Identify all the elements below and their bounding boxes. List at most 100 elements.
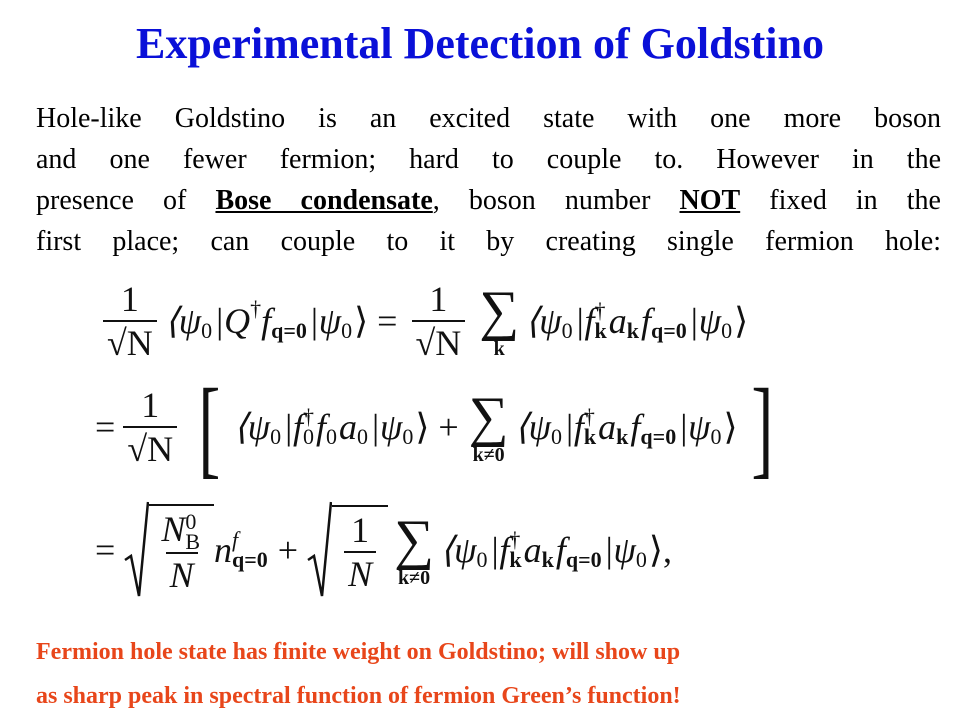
- math-layout: 1 √N: [103, 278, 157, 364]
- math-layout: [307, 501, 333, 597]
- slide-title: Experimental Detection of Goldstino: [135, 19, 825, 68]
- math-token: ⟩ =: [354, 301, 398, 341]
- math-token: n: [214, 530, 233, 570]
- math-token: 0: [551, 424, 562, 449]
- math-token: 1: [429, 279, 448, 319]
- math-token: ⟨ψ: [164, 301, 202, 341]
- math-token: √N: [411, 320, 466, 364]
- math-token: 0: [710, 424, 722, 449]
- text-segment: first place; can couple to it by creatin…: [36, 226, 941, 257]
- math-token: |ψ: [603, 530, 636, 570]
- math-token: 0: [185, 509, 197, 535]
- math-token: ⟩ +: [415, 407, 459, 447]
- math-layout: [124, 501, 150, 597]
- math-token: k≠0: [472, 444, 505, 466]
- math-token: 0: [561, 318, 573, 343]
- math-token: q=0: [271, 318, 307, 343]
- math-token: k: [493, 338, 505, 360]
- math-layout: ∑ k≠0: [394, 512, 434, 588]
- math-token: |f: [283, 407, 304, 447]
- math-token: |f: [489, 530, 510, 570]
- math-token: ∑: [468, 386, 509, 448]
- math-token: 1: [351, 510, 370, 550]
- math-layout: 1 √N: [123, 384, 178, 470]
- math-token: k: [583, 424, 597, 449]
- math-token: ⟩,: [648, 530, 672, 570]
- math-token: 0: [270, 424, 282, 449]
- math-token: √N: [123, 426, 178, 470]
- math-token: f: [232, 527, 239, 552]
- math-token: k≠0: [398, 567, 431, 589]
- math-layout: f q=0: [232, 527, 268, 572]
- math-token: |ψ: [370, 407, 403, 447]
- math-layout: ∑ k≠0: [469, 389, 509, 465]
- math-token: †: [250, 296, 262, 321]
- math-token: B: [185, 529, 201, 555]
- math-token: N: [344, 551, 377, 595]
- math-token: q=0: [232, 547, 268, 572]
- math-token: †: [303, 404, 315, 429]
- equation: 1 √N ⟨ψ 0 |Q † f q=0 |ψ 0 ⟩ = 1 √N ∑ k ⟨ψ 0 |f † k a k f q=…: [95, 278, 748, 364]
- math-token: |ψ: [678, 407, 711, 447]
- math-token: a: [598, 407, 617, 447]
- text-segment: Hole-like Goldstino is an excited state …: [36, 103, 941, 134]
- math-token: 0: [476, 547, 488, 572]
- math-token: †: [583, 404, 595, 429]
- math-token: 0: [341, 318, 353, 343]
- math-token: |ψ: [308, 301, 342, 341]
- text-line: and one fewer fermion; hard to couple to…: [36, 139, 941, 180]
- footer-line: as sharp peak in spectral function of fe…: [36, 683, 681, 709]
- math-token: f: [316, 407, 327, 447]
- math-token: |ψ: [688, 301, 722, 341]
- text-segment: , boson number: [432, 185, 680, 216]
- math-token: k: [509, 547, 522, 572]
- math-token: 0: [326, 424, 338, 449]
- math-token: +: [277, 530, 299, 570]
- text-line: Hole-like Goldstino is an excited state …: [36, 98, 941, 139]
- math-token: q=0: [565, 547, 602, 572]
- math-token: √N: [103, 320, 157, 364]
- body-text: Hole-like Goldstino is an excited state …: [36, 98, 941, 262]
- math-token: 0: [402, 424, 414, 449]
- text-segment: presence of: [36, 185, 216, 216]
- math-token: a: [608, 301, 627, 341]
- math-token: 0: [635, 547, 647, 572]
- text-line: presence of Bose condensate, boson numbe…: [36, 180, 941, 221]
- footer-line: Fermion hole state has finite weight on …: [36, 639, 681, 665]
- math-layout: [124, 501, 150, 597]
- math-token: f: [555, 530, 566, 570]
- math-token: ⟩: [734, 301, 749, 341]
- math-layout: [307, 501, 333, 597]
- text-segment: NOT: [679, 185, 741, 216]
- math-layout: † k: [583, 404, 597, 449]
- math-token: k: [594, 318, 607, 343]
- math-token: q=0: [651, 318, 687, 343]
- math-token: |f: [574, 301, 595, 341]
- footer-note: Fermion hole state has finite weight on …: [36, 630, 681, 718]
- math-token: a: [339, 407, 358, 447]
- math-token: 0: [201, 318, 213, 343]
- math-token: 1: [120, 279, 139, 319]
- math-token: †: [594, 298, 606, 323]
- math-layout: ∑ k: [479, 283, 519, 359]
- math-token: =: [95, 530, 116, 570]
- text-segment: fixed in the: [740, 185, 941, 216]
- math-token: f: [261, 301, 272, 341]
- math-token: |f: [564, 407, 584, 447]
- math-token: ⟨ψ: [233, 407, 271, 447]
- math-token: a: [523, 530, 542, 570]
- math-token: k: [541, 547, 554, 572]
- math-token: N: [165, 552, 198, 596]
- math-token: ⟨ψ: [514, 407, 551, 447]
- math-layout: † k: [594, 298, 607, 343]
- math-token: k: [616, 424, 629, 449]
- text-segment: and one fewer fermion; hard to couple to…: [36, 144, 941, 175]
- math-token: |Q: [214, 301, 251, 341]
